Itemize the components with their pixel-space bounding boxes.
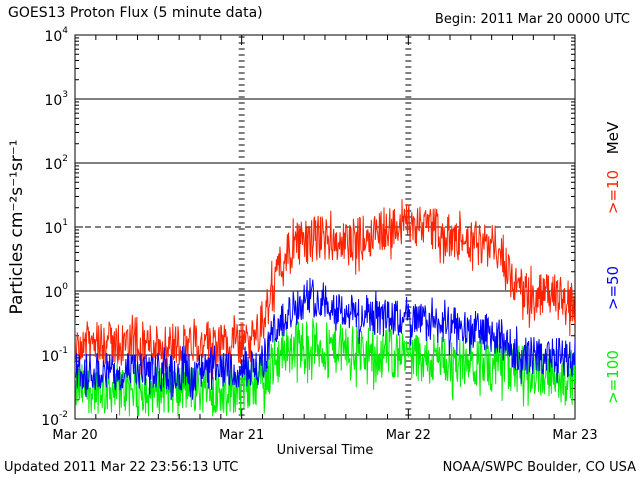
legend-ge10: >=10 bbox=[604, 170, 622, 214]
legend-unit: MeV bbox=[604, 121, 622, 154]
begin-time: Begin: 2011 Mar 20 0000 UTC bbox=[434, 12, 630, 27]
legend-ge50: >=50 bbox=[604, 266, 622, 310]
series-line-ge100 bbox=[75, 318, 575, 417]
updated-timestamp: Updated 2011 Mar 22 23:56:13 UTC bbox=[4, 460, 239, 475]
data-source: NOAA/SWPC Boulder, CO USA bbox=[442, 460, 636, 475]
y-axis-label: Particles cm⁻²s⁻¹sr⁻¹ bbox=[7, 139, 27, 314]
x-tick-label: Mar 23 bbox=[552, 428, 597, 443]
x-axis-label: Universal Time bbox=[277, 443, 374, 458]
y-tick-label: 104 bbox=[44, 26, 68, 45]
x-tick-label: Mar 20 bbox=[52, 428, 97, 443]
series-line-ge50 bbox=[75, 277, 575, 401]
legend-ge100: >=100 bbox=[604, 350, 622, 404]
y-tick-label: 10-1 bbox=[41, 346, 68, 365]
y-tick-label: 103 bbox=[44, 90, 68, 109]
y-tick-label: 101 bbox=[44, 218, 68, 237]
x-tick-label: Mar 22 bbox=[386, 428, 431, 443]
y-tick-label: 102 bbox=[44, 154, 68, 173]
y-tick-label: 10-2 bbox=[41, 410, 68, 429]
chart-title: GOES13 Proton Flux (5 minute data) bbox=[8, 5, 263, 21]
x-tick-label: Mar 21 bbox=[219, 428, 264, 443]
y-tick-label: 100 bbox=[44, 282, 68, 301]
